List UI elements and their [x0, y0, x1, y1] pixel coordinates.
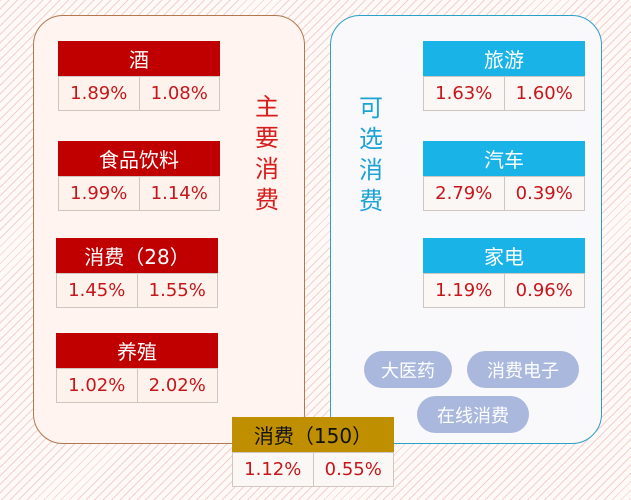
card-liquor: 酒 1.89% 1.08% — [58, 41, 220, 111]
tag-online-consumption[interactable]: 在线消费 — [417, 396, 529, 433]
card-title: 消费（150） — [232, 417, 394, 452]
optional-consumption-title: 可 选 消 费 — [359, 94, 383, 215]
card-values: 1.19% 0.96% — [423, 273, 585, 308]
value-left: 1.45% — [68, 280, 126, 301]
value-left: 2.79% — [435, 183, 493, 204]
card-consumption-28: 消费（28） 1.45% 1.55% — [56, 238, 218, 308]
card-consumption-150: 消费（150） 1.12% 0.55% — [232, 417, 394, 487]
card-home-appliances: 家电 1.19% 0.96% — [423, 238, 585, 308]
card-title: 汽车 — [423, 141, 585, 176]
card-title: 家电 — [423, 238, 585, 273]
tag-pharma[interactable]: 大医药 — [364, 351, 452, 388]
card-values: 1.63% 1.60% — [423, 76, 585, 111]
value-right: 0.39% — [503, 177, 585, 210]
card-title: 养殖 — [56, 333, 218, 368]
value-right: 0.55% — [312, 453, 394, 486]
value-right: 1.08% — [138, 77, 220, 110]
main-consumption-title: 主 要 消 费 — [255, 93, 279, 214]
value-left: 1.19% — [435, 280, 493, 301]
card-values: 1.45% 1.55% — [56, 273, 218, 308]
card-food-beverage: 食品饮料 1.99% 1.14% — [58, 141, 220, 211]
value-left: 1.89% — [70, 83, 128, 104]
value-right: 1.60% — [503, 77, 585, 110]
card-automobile: 汽车 2.79% 0.39% — [423, 141, 585, 211]
card-title: 旅游 — [423, 41, 585, 76]
value-left: 1.63% — [435, 83, 493, 104]
card-title: 酒 — [58, 41, 220, 76]
value-left: 1.02% — [68, 375, 126, 396]
card-values: 1.89% 1.08% — [58, 76, 220, 111]
value-right: 2.02% — [136, 369, 218, 402]
card-values: 2.79% 0.39% — [423, 176, 585, 211]
value-right: 1.14% — [138, 177, 220, 210]
card-title: 食品饮料 — [58, 141, 220, 176]
value-right: 0.96% — [503, 274, 585, 307]
value-left: 1.12% — [244, 459, 302, 480]
card-tourism: 旅游 1.63% 1.60% — [423, 41, 585, 111]
value-left: 1.99% — [70, 183, 128, 204]
card-values: 1.99% 1.14% — [58, 176, 220, 211]
card-values: 1.12% 0.55% — [232, 452, 394, 487]
card-breeding: 养殖 1.02% 2.02% — [56, 333, 218, 403]
tag-consumer-electronics[interactable]: 消费电子 — [467, 351, 579, 388]
card-values: 1.02% 2.02% — [56, 368, 218, 403]
value-right: 1.55% — [136, 274, 218, 307]
card-title: 消费（28） — [56, 238, 218, 273]
